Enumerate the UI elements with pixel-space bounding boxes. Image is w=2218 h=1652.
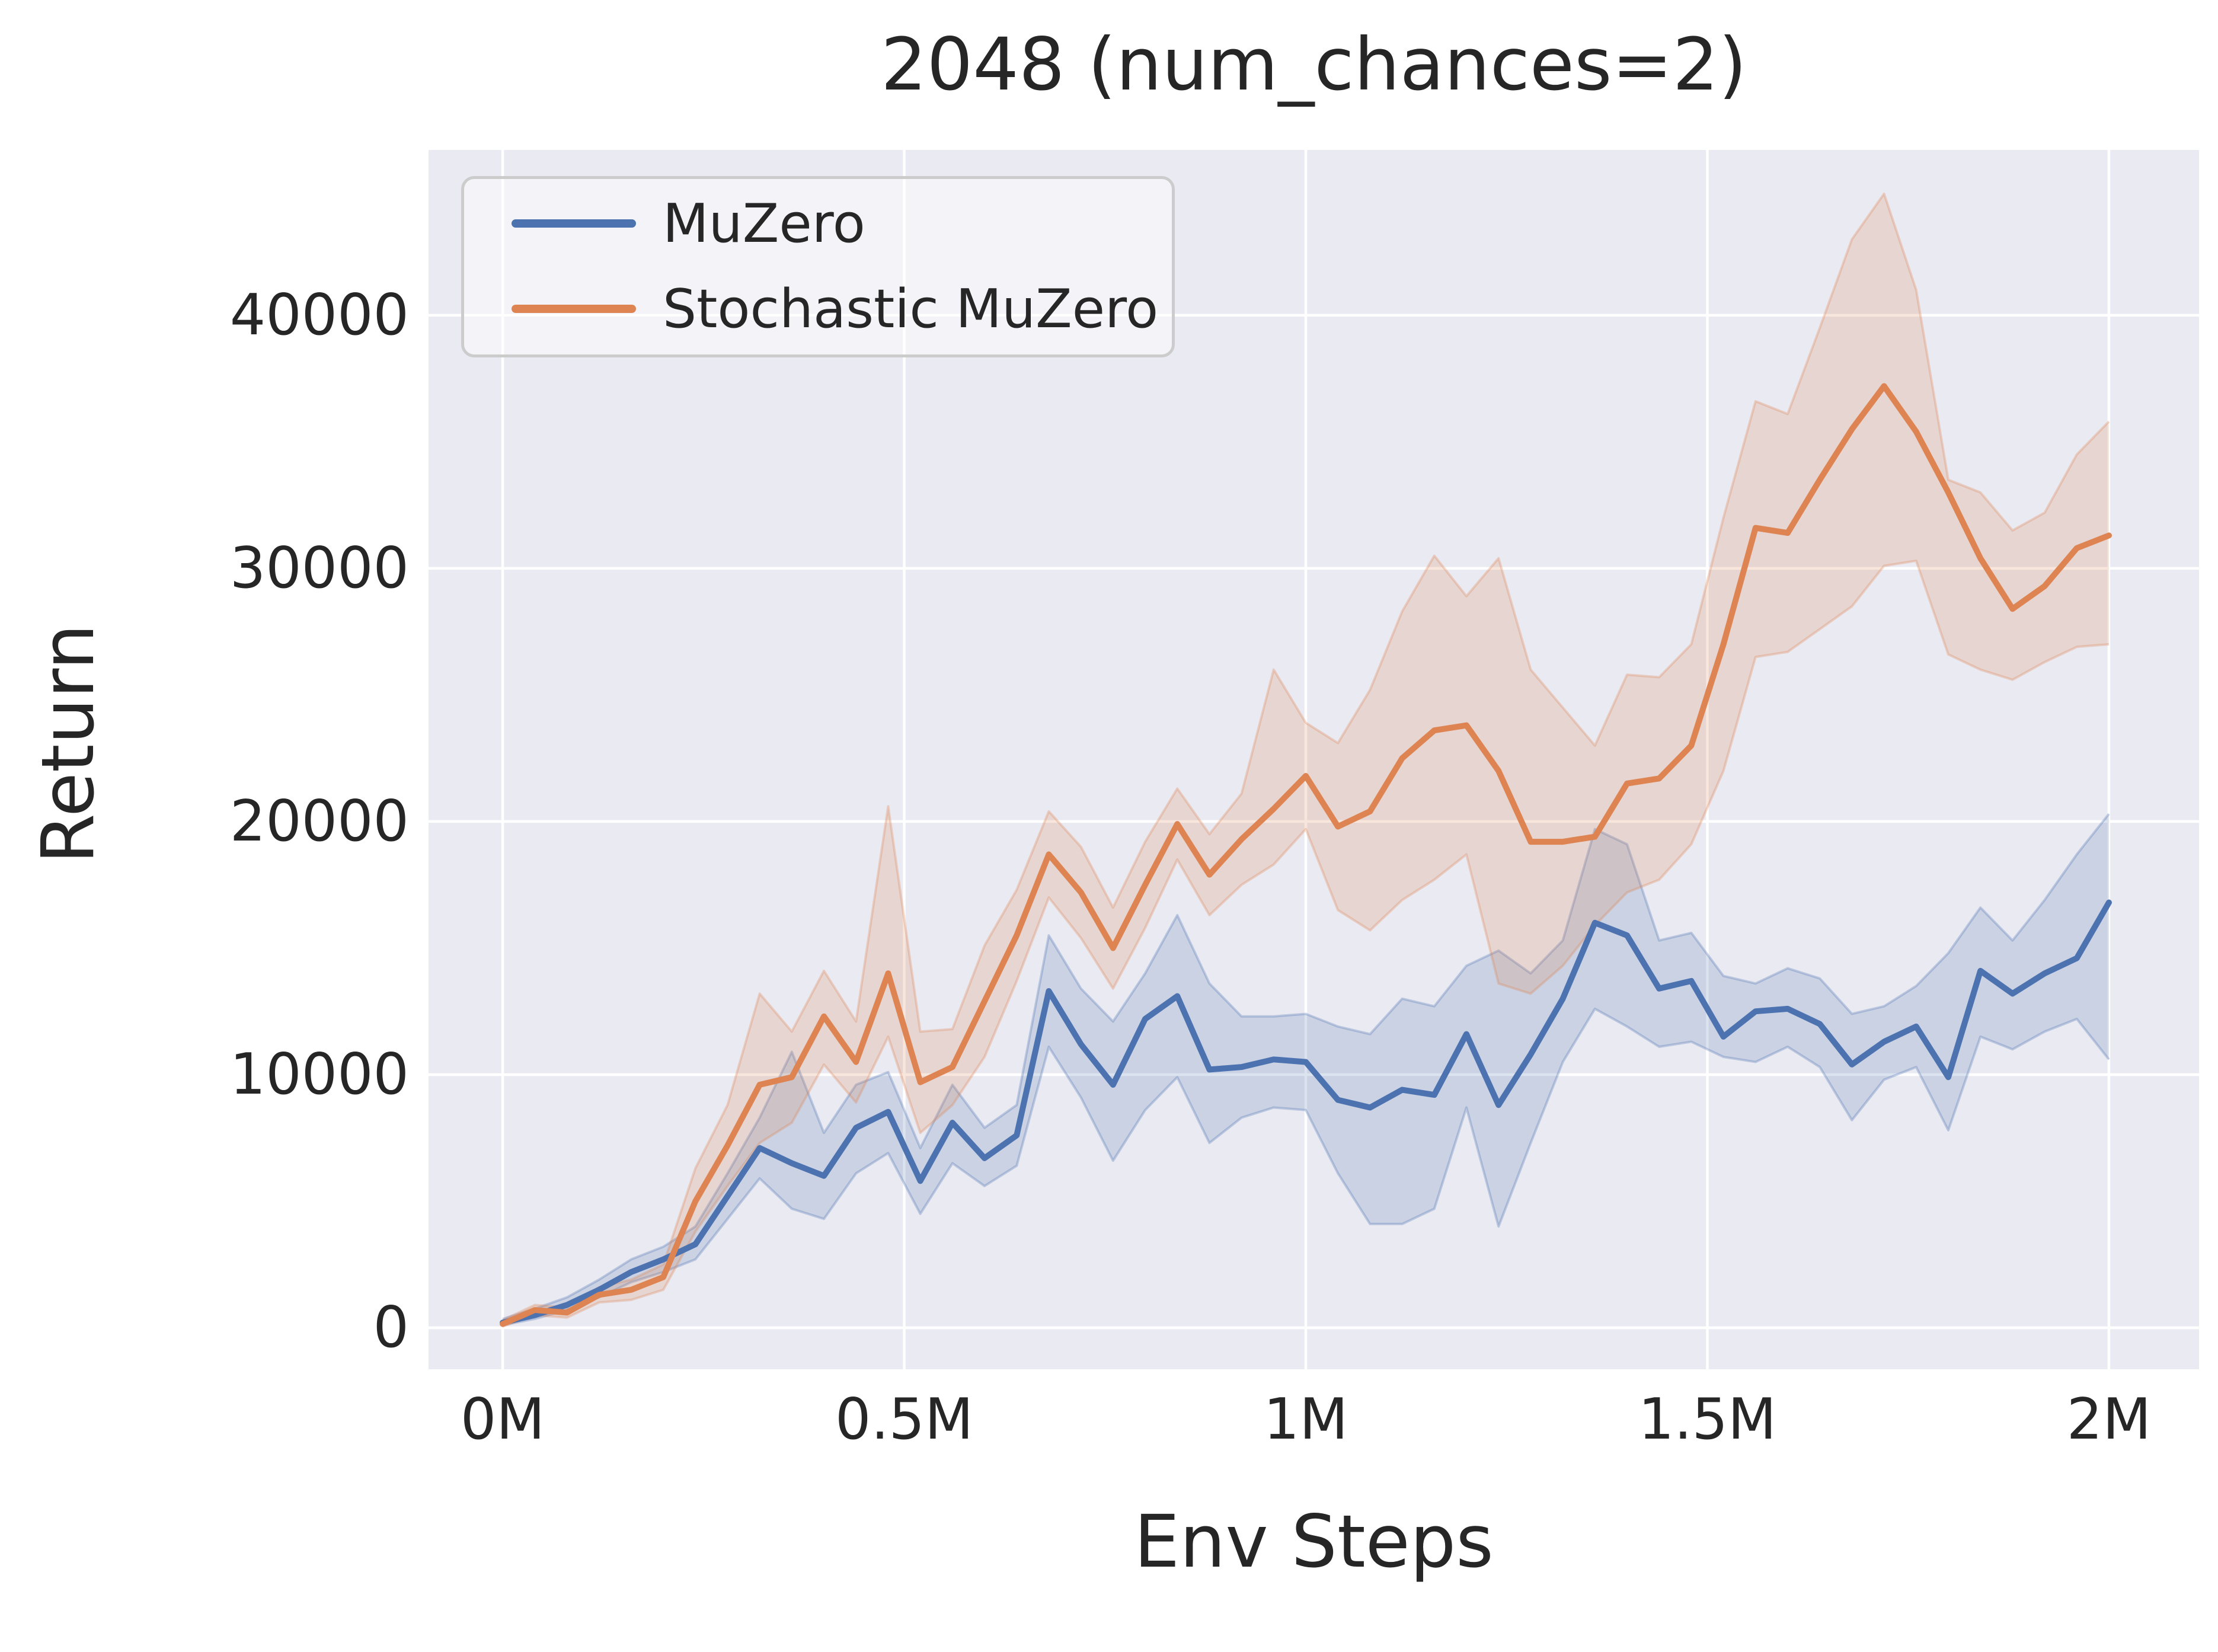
y-tick-label: 40000 [229,282,409,348]
y-tick-label: 30000 [229,535,409,601]
legend-line-swatch-stochastic-muzero [512,305,636,313]
ci-band-edge-top [502,813,2110,1320]
legend-label: MuZero [663,192,865,255]
y-tick-label: 10000 [229,1041,409,1107]
x-tick-label: 1M [1263,1387,1348,1452]
x-axis-label: Env Steps [1134,1500,1494,1584]
chart-title: 2048 (num_chances=2) [881,23,1747,107]
y-tick-label: 0 [373,1295,409,1360]
ci-band-edge-bottom [502,560,2110,1328]
plot-background [429,150,2199,1369]
ci-band-muzero [503,814,2109,1325]
x-tick-label: 1.5M [1638,1387,1776,1452]
legend-label: Stochastic MuZero [663,277,1159,340]
y-tick-label: 20000 [229,788,409,854]
legend: MuZero Stochastic MuZero [461,176,1175,357]
x-tick-label: 2M [2066,1387,2152,1452]
line-stochastic-muzero [500,383,2112,1327]
ci-band-edge-bottom [502,1007,2110,1327]
x-tick-label: 0.5M [835,1387,974,1452]
legend-entry-stochastic-muzero: Stochastic MuZero [464,278,1172,340]
ci-band-edge-top [502,192,2110,1321]
legend-entry-muzero: MuZero [464,193,1172,255]
legend-line-swatch-muzero [512,219,636,228]
ci-band-stochastic-muzero [503,193,2109,1327]
plot-area [429,150,2199,1369]
x-tick-label: 0M [460,1387,545,1452]
line-muzero [500,899,2112,1326]
